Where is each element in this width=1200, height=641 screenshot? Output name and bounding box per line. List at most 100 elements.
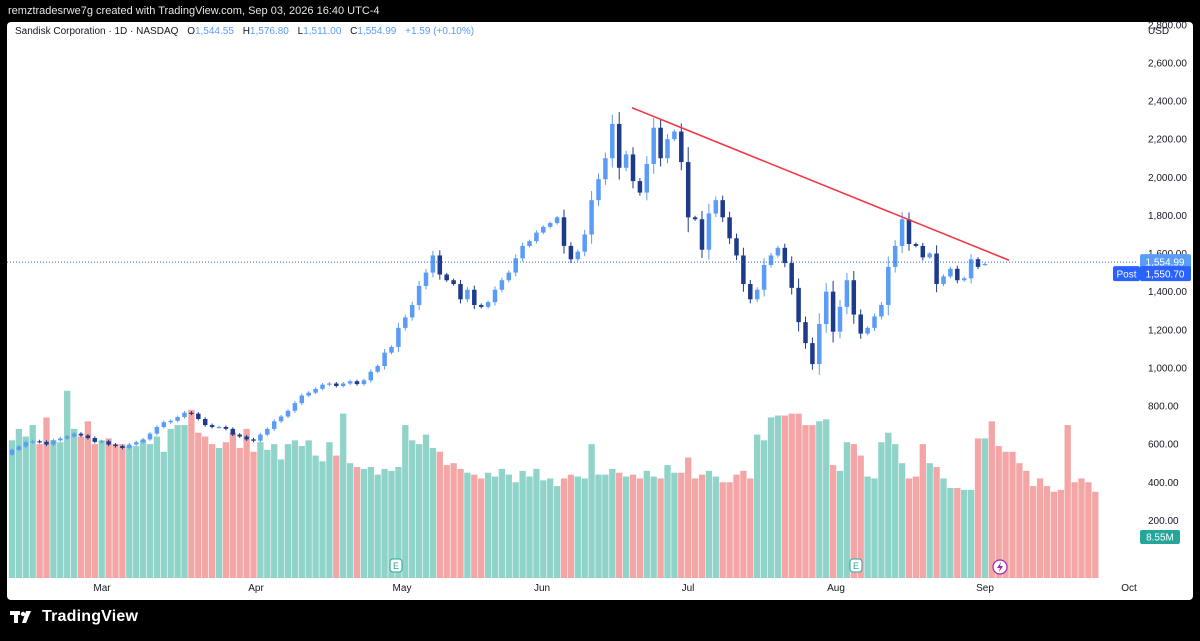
volume-bar	[250, 451, 257, 578]
volume-bar	[181, 425, 188, 578]
volume-tag[interactable]	[1140, 530, 1180, 544]
candle-body	[409, 305, 415, 318]
price-chart[interactable]: 2,800.00 2,600.00 2,400.00 2,200.00 2,000.00…	[7, 22, 1193, 600]
volume-bar	[754, 434, 761, 578]
volume-bar	[353, 467, 361, 578]
candle-body	[906, 219, 912, 245]
volume-bar	[15, 428, 23, 578]
candle-body	[982, 264, 988, 266]
volume-bar	[333, 455, 340, 578]
candle-body	[423, 272, 429, 286]
candle-body	[16, 446, 22, 450]
volume-bar	[705, 470, 713, 578]
candle-body	[216, 426, 222, 429]
volume-bar	[1050, 491, 1058, 578]
tradingview-logo[interactable]: TradingView	[10, 608, 138, 626]
candle-body	[858, 314, 863, 334]
high-value: 1,576.80	[249, 26, 289, 37]
volume-bar	[77, 436, 85, 578]
low-value: 1,511.00	[303, 26, 342, 37]
volume-bar	[208, 444, 216, 578]
candle-body	[444, 274, 449, 281]
candle-body	[451, 280, 456, 285]
candle-body	[644, 163, 650, 193]
volume-bar	[650, 476, 657, 578]
volume-bar	[202, 436, 209, 578]
volume-bar	[277, 459, 285, 578]
candle-body	[416, 285, 422, 306]
volume-bar	[919, 444, 926, 578]
candle-body	[278, 416, 284, 422]
volume-bar	[1085, 482, 1092, 578]
candle-body	[78, 433, 84, 436]
volume-bar	[747, 478, 754, 578]
candle-body	[513, 258, 518, 273]
volume-bar	[774, 415, 782, 578]
volume-bar	[540, 480, 547, 578]
volume-bar	[878, 442, 885, 578]
candle-body	[568, 245, 574, 260]
candle-body	[251, 439, 256, 441]
last-price-tag[interactable]	[1140, 254, 1191, 271]
earnings-marker[interactable]	[849, 558, 863, 573]
candle-body	[844, 280, 850, 307]
open-label: O	[187, 26, 195, 37]
candle-body	[741, 255, 746, 285]
volume-bar	[84, 421, 92, 578]
volume-bar	[50, 440, 57, 578]
volume-bar	[188, 409, 195, 578]
candle-body	[837, 306, 843, 332]
candle-body	[830, 291, 836, 332]
volume-bar	[657, 478, 664, 578]
close-label: C	[350, 26, 358, 37]
volume-bar	[857, 455, 864, 578]
candle-body	[506, 272, 512, 281]
x-tick-label: Apr	[248, 583, 264, 594]
volume-bar	[91, 444, 98, 578]
volume-bar	[912, 476, 920, 578]
volume-bar	[64, 390, 71, 578]
ohlc-legend: Sandisk Corporation · 1D · NASDAQ O1,544…	[15, 26, 474, 37]
candle-body	[244, 436, 249, 440]
lightning-icon	[997, 562, 1003, 572]
volume-bar	[215, 447, 223, 578]
candle-body	[713, 200, 719, 214]
volume-bar	[471, 474, 478, 578]
x-tick-label: May	[393, 583, 412, 594]
candle-body	[9, 449, 15, 455]
candle-body	[133, 442, 139, 445]
volume-bar	[933, 467, 940, 578]
candle-body	[775, 247, 781, 256]
volume-bar	[374, 474, 381, 578]
candle-body	[920, 245, 926, 258]
candle-body	[327, 383, 332, 385]
change-value: +1.59 (+0.10%)	[405, 26, 475, 37]
volume-bar	[864, 476, 871, 578]
volume-bar	[119, 444, 126, 578]
candle-body	[961, 278, 967, 281]
post-price-tag[interactable]	[1140, 266, 1191, 282]
candle-body	[223, 426, 229, 429]
candle-body	[589, 200, 594, 235]
y-tick-label: 2,600.00	[1148, 58, 1187, 69]
candle-body	[430, 255, 436, 273]
volume-bar	[926, 463, 933, 578]
volume-bar	[671, 472, 678, 578]
volume-bar	[567, 474, 575, 578]
earnings-marker[interactable]	[389, 558, 403, 573]
trendline[interactable]	[631, 106, 1010, 261]
post-tag[interactable]	[1113, 266, 1140, 282]
y-tick-label: 2,800.00	[1148, 22, 1187, 31]
chart-panel[interactable]: 2,800.00 2,600.00 2,400.00 2,200.00 2,000.00…	[7, 22, 1193, 600]
volume-bar	[767, 417, 775, 578]
volume-bar	[836, 470, 844, 578]
candle-body	[44, 441, 49, 445]
volume-bar	[954, 487, 961, 578]
candle-body	[810, 343, 815, 365]
volume-bar	[940, 478, 947, 578]
currency-label[interactable]: USD	[1148, 26, 1170, 37]
candle-body	[403, 317, 408, 328]
candle-body	[354, 381, 360, 385]
candle-body	[230, 428, 236, 435]
volume-bar	[271, 444, 278, 578]
